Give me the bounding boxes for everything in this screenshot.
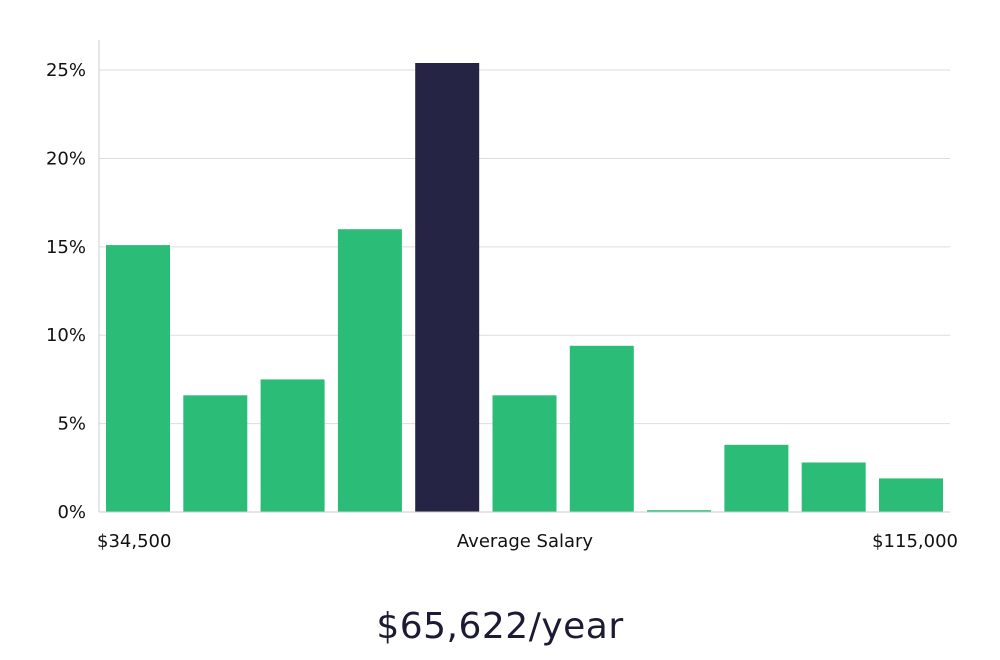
bars [106,63,943,512]
y-tick-label: 15% [46,237,86,258]
x-label-min: $34,500 [97,531,171,552]
x-label-max: $115,000 [872,531,958,552]
bar [879,478,943,512]
bar [106,245,170,512]
bar [724,444,789,512]
x-label-average: Average Salary [457,531,594,552]
y-tick-labels: 0% 5% 10% 15% 20% 25% [46,60,86,523]
y-tick-label: 0% [57,502,86,523]
y-tick-label: 5% [57,414,86,435]
y-tick-label: 25% [46,60,86,81]
bar [183,395,248,512]
y-tick-label: 20% [46,148,86,169]
salary-histogram: 0%5%10%15%20%25% $34,500 Average Salary … [46,40,958,552]
bar [492,395,557,512]
y-tick-label: 10% [46,325,86,346]
average-salary-value: $65,622/year [376,606,624,647]
bar [801,462,866,512]
grid-lines [99,69,950,425]
bar [647,510,712,512]
bar [337,229,402,512]
bar [260,379,325,512]
bar [569,345,634,512]
bar-average-salary [415,63,480,512]
